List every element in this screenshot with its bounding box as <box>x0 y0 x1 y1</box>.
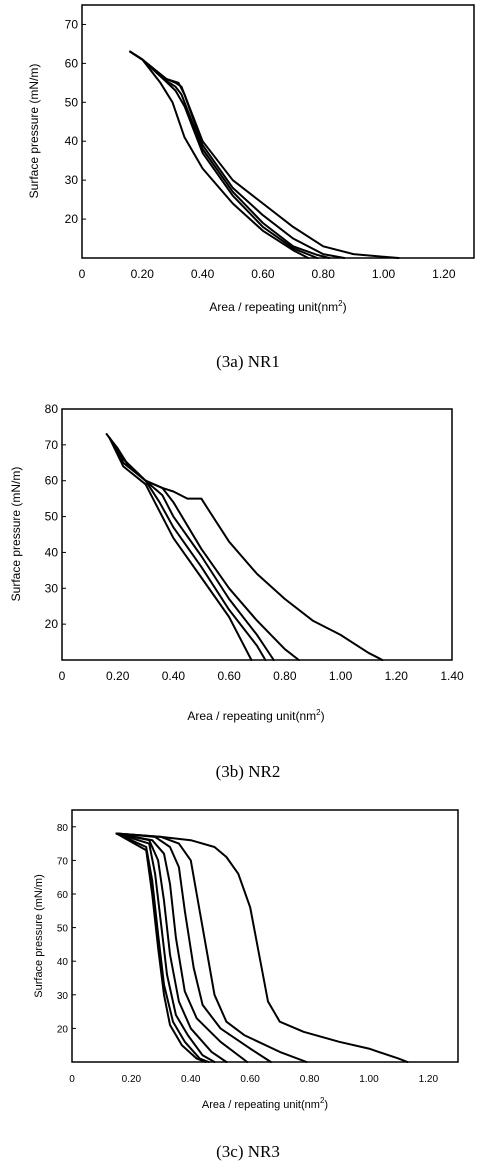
isotherm-line-4 <box>108 436 267 661</box>
y-tick-label: 70 <box>45 438 59 452</box>
chart-panel-3b: 0 0.20 0.40 0.60 0.80 1.00 1.20 1.40 20 30 40 50 60… <box>0 390 496 790</box>
x-tick-label: 1.00 <box>329 669 353 683</box>
x-tick-label: 1.20 <box>385 669 409 683</box>
y-tick-label: 40 <box>65 134 79 148</box>
x-tick-label: 1.20 <box>432 267 456 281</box>
isotherm-line-2 <box>108 436 300 661</box>
chart-caption: (3b) NR2 <box>215 762 281 781</box>
isotherm-line-2 <box>129 50 346 259</box>
chart-3b: 0 0.20 0.40 0.60 0.80 1.00 1.20 1.40 20 30 40 50 60… <box>9 402 464 723</box>
x-tick-label: 1.40 <box>440 669 464 683</box>
y-tick-label: 80 <box>57 823 69 834</box>
isotherm-line-5 <box>115 832 228 1063</box>
isotherm-line-1 <box>105 433 384 661</box>
x-tick-label: 0.60 <box>251 267 275 281</box>
y-axis-title: Surface pressure (mN/m) <box>33 874 45 997</box>
x-tick-label: 1.00 <box>372 267 396 281</box>
isotherm-line-1 <box>115 832 409 1063</box>
x-tick-label: 0.20 <box>122 1074 142 1085</box>
y-tick-label: 60 <box>45 474 59 488</box>
y-axis-title: Surface pressure (mN/m) <box>27 64 41 199</box>
chart-caption: (3c) NR3 <box>216 1142 280 1161</box>
x-tick-label: 0 <box>79 267 86 281</box>
y-tick-label: 50 <box>57 924 69 935</box>
plot-frame <box>61 408 453 661</box>
x-axis-title: Area / repeating unit(nm2) <box>202 1096 328 1111</box>
y-tick-label: 80 <box>45 402 59 416</box>
isotherm-line-4 <box>115 832 249 1063</box>
isotherm-line-5 <box>129 50 310 259</box>
y-tick-label: 30 <box>65 173 79 187</box>
y-tick-label: 50 <box>65 95 79 109</box>
y-axis-title: Surface pressure (mN/m) <box>9 467 23 602</box>
x-tick-label: 1.20 <box>419 1074 439 1085</box>
y-tick-label: 40 <box>45 545 59 559</box>
y-tick-label: 70 <box>57 856 69 867</box>
y-tick-label: 30 <box>57 991 69 1002</box>
x-tick-label: 0.40 <box>181 1074 201 1085</box>
y-tick-label: 60 <box>57 890 69 901</box>
plot-frame <box>71 809 459 1063</box>
x-tick-label: 0.40 <box>191 267 215 281</box>
y-tick-label: 70 <box>65 17 79 31</box>
isotherm-line-6 <box>115 832 216 1063</box>
plot-frame <box>81 4 475 259</box>
y-tick-label: 20 <box>45 617 59 631</box>
isotherm-line-3 <box>108 436 275 661</box>
chart-3c: 0 0.20 0.40 0.60 0.80 1.00 1.20 20 30 40 50 60 70 80… <box>33 809 459 1111</box>
x-tick-label: 1.00 <box>359 1074 379 1085</box>
x-tick-label: 0.20 <box>106 669 130 683</box>
y-tick-label: 60 <box>65 56 79 70</box>
x-tick-label: 0.60 <box>217 669 241 683</box>
x-tick-label: 0.60 <box>240 1074 260 1085</box>
x-tick-label: 0 <box>69 1074 75 1085</box>
chart-panel-3a: 0 0.20 0.40 0.60 0.80 1.00 1.20 20 30 40 50 60 70 A… <box>0 0 496 390</box>
x-tick-label: 0.80 <box>273 669 297 683</box>
chart-panel-3c: 0 0.20 0.40 0.60 0.80 1.00 1.20 20 30 40 50 60 70 80… <box>0 790 496 1171</box>
y-tick-label: 50 <box>45 510 59 524</box>
chart-caption: (3a) NR1 <box>216 352 280 371</box>
isotherm-line-4 <box>129 50 319 259</box>
isotherm-line-2 <box>115 832 308 1063</box>
isotherm-line-3 <box>115 832 272 1063</box>
x-axis-title: Area / repeating unit(nm2) <box>209 299 346 314</box>
x-tick-label: 0 <box>59 669 66 683</box>
x-tick-label: 0.80 <box>312 267 336 281</box>
y-tick-label: 20 <box>65 212 79 226</box>
x-tick-label: 0.80 <box>300 1074 320 1085</box>
chart-3a: 0 0.20 0.40 0.60 0.80 1.00 1.20 20 30 40 50 60 70 A… <box>27 4 475 314</box>
y-tick-label: 20 <box>57 1024 69 1035</box>
x-axis-title: Area / repeating unit(nm2) <box>187 708 324 723</box>
isotherm-line-5 <box>108 436 253 661</box>
x-tick-label: 0.20 <box>131 267 155 281</box>
x-tick-label: 0.40 <box>162 669 186 683</box>
y-tick-label: 30 <box>45 581 59 595</box>
y-tick-label: 40 <box>57 957 69 968</box>
isotherm-line-7 <box>115 832 210 1063</box>
isotherm-line-8 <box>115 832 207 1063</box>
